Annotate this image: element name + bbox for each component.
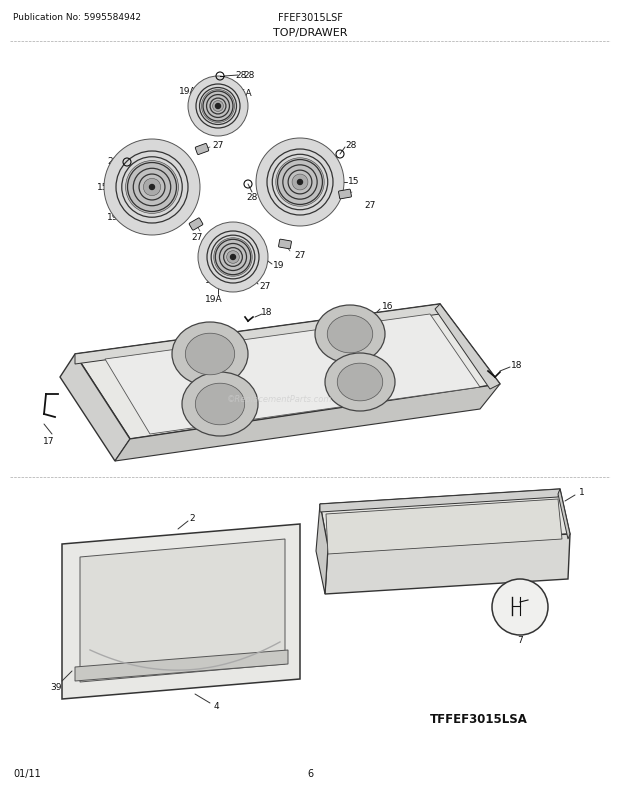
Ellipse shape xyxy=(315,306,385,363)
Text: FFEF3015LSF: FFEF3015LSF xyxy=(278,13,342,23)
Text: TOP/DRAWER: TOP/DRAWER xyxy=(273,28,347,38)
Polygon shape xyxy=(75,305,500,439)
Text: 28: 28 xyxy=(107,157,118,166)
Text: 15: 15 xyxy=(348,177,360,186)
Text: 27: 27 xyxy=(212,141,224,150)
Ellipse shape xyxy=(337,363,383,401)
Text: 16: 16 xyxy=(383,302,394,311)
Circle shape xyxy=(126,161,179,214)
Text: 2: 2 xyxy=(189,514,195,523)
Ellipse shape xyxy=(327,316,373,354)
Circle shape xyxy=(202,91,234,124)
Text: 17: 17 xyxy=(43,437,55,446)
Text: 28: 28 xyxy=(246,193,258,202)
Text: Publication No: 5995584942: Publication No: 5995584942 xyxy=(13,14,141,22)
Circle shape xyxy=(231,255,236,260)
Text: 01/11: 01/11 xyxy=(13,768,41,778)
Text: 27: 27 xyxy=(192,233,203,242)
Text: 19A: 19A xyxy=(179,87,197,96)
Text: 15A: 15A xyxy=(205,276,223,286)
Text: 6: 6 xyxy=(307,768,313,778)
Polygon shape xyxy=(558,489,570,539)
FancyBboxPatch shape xyxy=(278,240,291,249)
Text: TFFEF3015LSA: TFFEF3015LSA xyxy=(430,713,528,726)
Circle shape xyxy=(298,180,303,185)
Polygon shape xyxy=(75,650,288,681)
FancyBboxPatch shape xyxy=(189,219,203,231)
Text: 28: 28 xyxy=(236,71,247,80)
Text: 27: 27 xyxy=(294,251,306,260)
Text: 28: 28 xyxy=(345,140,356,149)
Polygon shape xyxy=(60,354,130,461)
Polygon shape xyxy=(326,500,562,554)
Circle shape xyxy=(198,223,268,293)
Polygon shape xyxy=(80,539,285,683)
Text: 19: 19 xyxy=(273,261,285,270)
Polygon shape xyxy=(320,489,570,547)
Text: 18: 18 xyxy=(512,361,523,370)
Ellipse shape xyxy=(325,354,395,411)
Polygon shape xyxy=(325,534,570,594)
Circle shape xyxy=(292,175,308,191)
Circle shape xyxy=(214,238,252,277)
Text: 15A: 15A xyxy=(235,88,253,97)
Text: 28: 28 xyxy=(243,71,255,79)
Ellipse shape xyxy=(185,334,235,375)
Polygon shape xyxy=(320,489,560,512)
Text: 4: 4 xyxy=(213,702,219,711)
Circle shape xyxy=(276,159,324,207)
Ellipse shape xyxy=(172,322,248,387)
Polygon shape xyxy=(62,525,300,699)
Polygon shape xyxy=(75,305,440,365)
Text: 19A: 19A xyxy=(205,295,223,304)
Circle shape xyxy=(188,77,248,137)
Text: 18: 18 xyxy=(261,308,273,317)
Circle shape xyxy=(149,185,154,190)
Text: 19: 19 xyxy=(107,213,119,222)
Ellipse shape xyxy=(182,373,258,436)
Text: 15: 15 xyxy=(97,184,108,192)
Text: ©ReplacementParts.com: ©ReplacementParts.com xyxy=(228,395,333,404)
Circle shape xyxy=(213,102,223,112)
Polygon shape xyxy=(316,504,328,594)
Polygon shape xyxy=(105,314,480,435)
Polygon shape xyxy=(115,384,500,461)
Circle shape xyxy=(492,579,548,635)
Circle shape xyxy=(227,251,239,264)
Circle shape xyxy=(256,139,344,227)
Circle shape xyxy=(104,140,200,236)
Text: 27: 27 xyxy=(365,200,376,209)
FancyBboxPatch shape xyxy=(195,144,209,156)
Polygon shape xyxy=(435,305,500,390)
Text: 1: 1 xyxy=(579,488,585,497)
Text: 7: 7 xyxy=(517,636,523,645)
Ellipse shape xyxy=(195,383,245,425)
FancyBboxPatch shape xyxy=(339,190,352,200)
Text: 39: 39 xyxy=(50,683,62,691)
Circle shape xyxy=(216,104,221,109)
Circle shape xyxy=(143,179,161,196)
Text: 27: 27 xyxy=(259,282,271,291)
